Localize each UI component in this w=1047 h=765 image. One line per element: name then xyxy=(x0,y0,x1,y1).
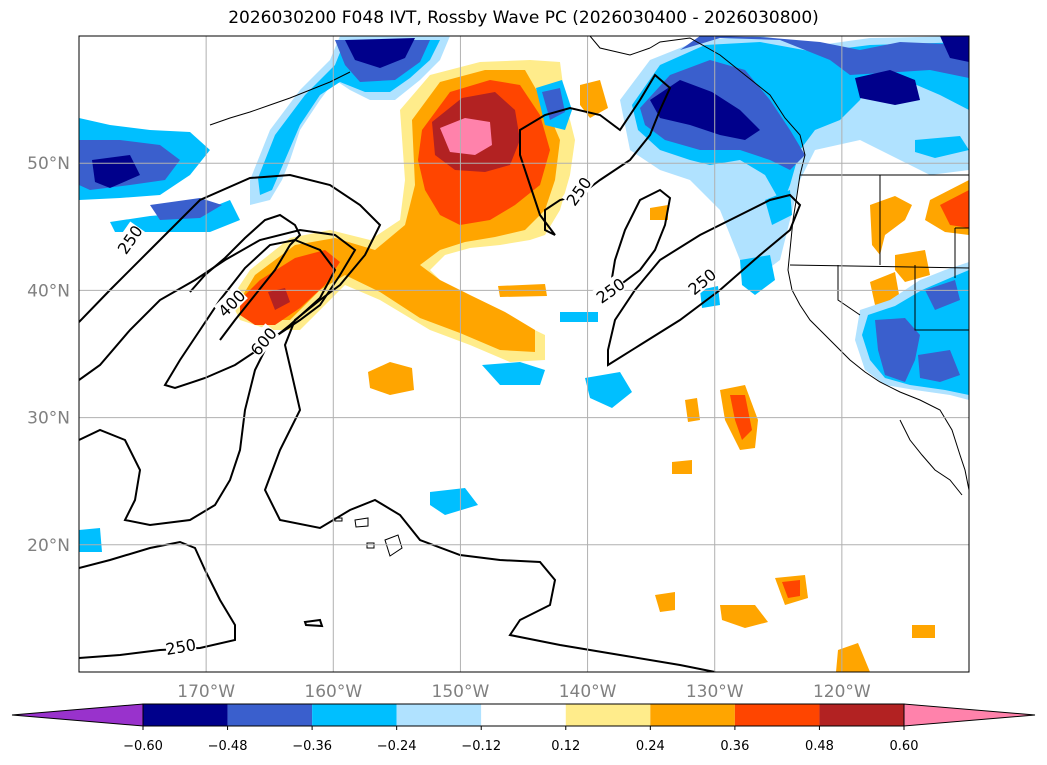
state-border-5 xyxy=(954,227,969,278)
colorbar: −0.60 −0.48 −0.36 −0.24 −0.12 0.12 0.24 0.36 0.4… xyxy=(11,703,1036,754)
negative-patch-d xyxy=(430,488,478,515)
lon-label-3: 140°W xyxy=(559,682,617,702)
positive-patch-l xyxy=(912,625,935,638)
positive-anomaly-small-1 xyxy=(268,288,290,310)
colorbar-label-4: −0.12 xyxy=(461,739,501,754)
map-title: 2026030200 F048 IVT, Rossby Wave PC (202… xyxy=(228,8,819,28)
contour-small-ring xyxy=(303,618,324,628)
negative-anomaly-gulf-alaska-4 xyxy=(680,36,969,78)
colorbar-bin-8 xyxy=(819,704,904,726)
lon-label-0: 170°W xyxy=(177,682,235,702)
aleutian-islands xyxy=(209,71,351,126)
colorbar-label-0: −0.60 xyxy=(123,739,163,754)
lat-label-1: 30°N xyxy=(27,409,70,429)
positive-anomaly-central-pacific-4 xyxy=(240,250,340,325)
negative-anomaly-aleutians-4 xyxy=(345,38,415,68)
colorbar-label-2: −0.36 xyxy=(292,739,332,754)
contour-250-east xyxy=(607,193,802,367)
latitude-labels: 20°N 30°N 40°N 50°N xyxy=(27,154,70,556)
negative-anomaly-california-4 xyxy=(918,350,960,382)
hawaii-island-1 xyxy=(384,534,403,557)
negative-patch-j xyxy=(915,136,969,158)
colorbar-bin-5 xyxy=(565,704,651,726)
positive-patch-m xyxy=(685,398,700,422)
lon-label-2: 150°W xyxy=(432,682,490,702)
positive-patch-j xyxy=(655,592,675,612)
positive-patch-a xyxy=(368,362,414,395)
negative-patch-i xyxy=(79,528,102,552)
contour-label-bg-6 xyxy=(164,634,197,658)
negative-anomaly-gulf-alaska-6 xyxy=(855,70,920,105)
negative-anomaly-california-3 xyxy=(875,318,920,382)
colorbar-label-7: 0.36 xyxy=(720,739,749,754)
contour-250-south xyxy=(79,540,236,659)
colorbar-extend-low xyxy=(11,703,144,727)
contour-250-gulf-alaska xyxy=(519,73,672,236)
lat-label-3: 50°N xyxy=(27,154,70,174)
ivt-fill-layer xyxy=(79,36,969,672)
contour-250-west xyxy=(79,173,716,672)
colorbar-bin-2 xyxy=(312,704,397,726)
colorbar-bin-6 xyxy=(650,704,735,726)
state-border-3 xyxy=(837,265,861,316)
negative-patch-b xyxy=(585,372,632,408)
contour-600 xyxy=(189,213,302,341)
colorbar-bin-3 xyxy=(396,704,482,726)
colorbar-label-8: 0.48 xyxy=(805,739,834,754)
contour-400 xyxy=(163,238,337,390)
positive-patch-e2 xyxy=(940,190,969,228)
positive-patch-g xyxy=(870,272,900,305)
state-border-4 xyxy=(914,265,969,331)
lon-label-4: 130°W xyxy=(686,682,744,702)
positive-patch-k xyxy=(836,643,870,672)
contour-label-bg-3 xyxy=(561,173,594,209)
colorbar-extend-high xyxy=(903,703,1036,727)
map-frame xyxy=(78,35,970,673)
colorbar-bin-7 xyxy=(734,704,820,726)
negative-anomaly-gulf-alaska-7 xyxy=(940,36,969,62)
contour-layer xyxy=(79,73,802,672)
lat-label-0: 20°N xyxy=(27,536,70,556)
positive-patch-b xyxy=(580,80,608,118)
baja-coastline xyxy=(899,419,963,496)
colorbar-label-6: 0.24 xyxy=(636,739,665,754)
lon-label-1: 160°W xyxy=(304,682,362,702)
colorbar-bin-4 xyxy=(481,704,566,726)
colorbar-frame xyxy=(142,703,905,727)
positive-patch-f xyxy=(895,250,930,282)
contour-label-bg-5 xyxy=(684,264,719,298)
colorbar-bin-0 xyxy=(143,704,228,726)
negative-patch-c xyxy=(482,362,545,385)
colorbar-label-1: −0.48 xyxy=(208,739,248,754)
negative-patch-h xyxy=(560,312,598,322)
lon-label-5: 120°W xyxy=(813,682,871,702)
lat-label-2: 40°N xyxy=(27,281,70,301)
positive-patch-n xyxy=(672,460,692,474)
colorbar-label-5: 0.12 xyxy=(551,739,580,754)
alaska-coastline xyxy=(589,36,651,56)
longitude-labels: 170°W 160°W 150°W 140°W 130°W 120°W xyxy=(177,682,871,702)
gridlines xyxy=(79,36,969,672)
negative-anomaly-west-5 xyxy=(150,198,222,220)
positive-anomaly-core xyxy=(440,118,492,155)
contour-label-bg-4 xyxy=(592,273,628,306)
colorbar-label-3: −0.24 xyxy=(377,739,417,754)
positive-patch-h2 xyxy=(782,580,800,598)
positive-patch-i xyxy=(720,605,768,628)
negative-anomaly-california-5 xyxy=(925,280,960,310)
positive-patch-p xyxy=(650,205,668,220)
contour-label-bg-1 xyxy=(213,285,248,320)
colorbar-label-9: 0.60 xyxy=(890,739,919,754)
contour-label-bg-0 xyxy=(113,221,146,257)
negative-anomaly-gulf-alaska-5 xyxy=(650,80,760,140)
state-border-1 xyxy=(789,264,969,269)
contour-label-bg-2 xyxy=(246,323,280,358)
hawaii-island-2 xyxy=(354,517,369,528)
colorbar-bin-1 xyxy=(227,704,313,726)
hawaii-island-3 xyxy=(366,542,375,549)
